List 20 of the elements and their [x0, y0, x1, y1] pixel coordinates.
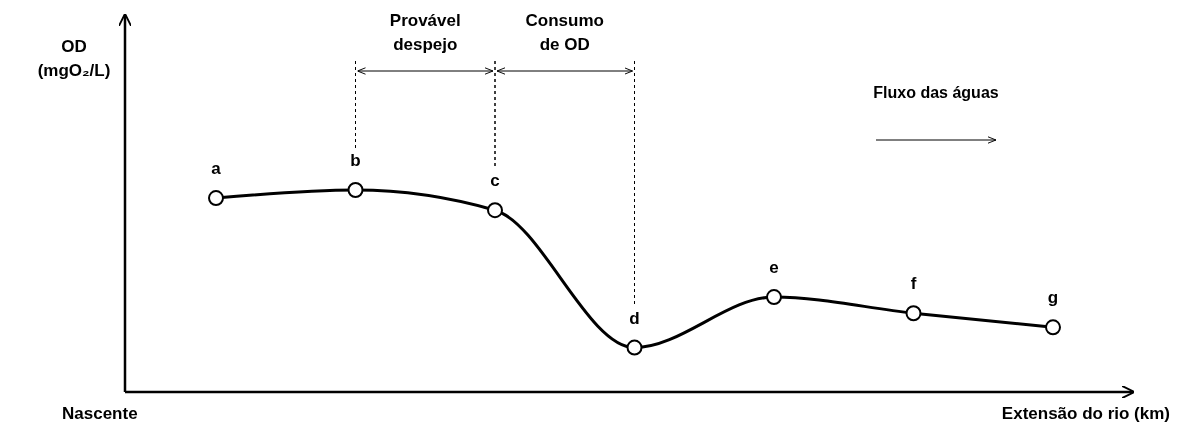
point: [905, 305, 922, 322]
point: [208, 190, 224, 207]
x-tick-label: e: [769, 258, 779, 278]
point: [1045, 319, 1061, 336]
point: [766, 289, 782, 306]
text: Provável despejo: [389, 11, 461, 54]
point: [487, 202, 503, 219]
text: Consumo de OD: [525, 11, 604, 54]
text: OD (mgO₂/L): [37, 37, 111, 80]
point: [347, 182, 364, 198]
x-tick-label: b: [350, 151, 361, 170]
x-tick-label: a: [211, 159, 222, 179]
x-axis-title: Extensão do rio (km): [1001, 404, 1170, 423]
x-tick-label: f: [910, 274, 917, 294]
x-tick-label: c: [490, 171, 500, 191]
point: [626, 339, 643, 356]
x-tick-label: g: [1047, 288, 1059, 308]
text: Fluxo das águas: [873, 84, 999, 101]
x-tick-label: d: [629, 308, 640, 328]
text: Nascente: [62, 404, 138, 423]
